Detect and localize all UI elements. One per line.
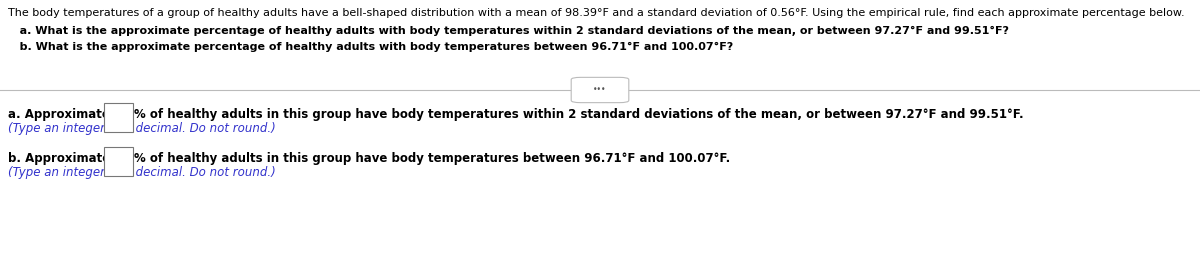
Text: % of healthy adults in this group have body temperatures between 96.71°F and 100: % of healthy adults in this group have b… [134,152,731,165]
FancyBboxPatch shape [571,77,629,103]
Text: •••: ••• [593,86,607,95]
Text: % of healthy adults in this group have body temperatures within 2 standard devia: % of healthy adults in this group have b… [134,108,1024,121]
Text: a. What is the approximate percentage of healthy adults with body temperatures w: a. What is the approximate percentage of… [8,26,1009,36]
FancyBboxPatch shape [104,147,133,176]
Text: b. Approximately: b. Approximately [8,152,126,165]
Text: (Type an integer or a decimal. Do not round.): (Type an integer or a decimal. Do not ro… [8,166,276,179]
Text: a. Approximately: a. Approximately [8,108,126,121]
FancyBboxPatch shape [104,103,133,132]
Text: (Type an integer or a decimal. Do not round.): (Type an integer or a decimal. Do not ro… [8,122,276,135]
Text: b. What is the approximate percentage of healthy adults with body temperatures b: b. What is the approximate percentage of… [8,42,733,52]
Text: The body temperatures of a group of healthy adults have a bell-shaped distributi: The body temperatures of a group of heal… [8,8,1184,18]
